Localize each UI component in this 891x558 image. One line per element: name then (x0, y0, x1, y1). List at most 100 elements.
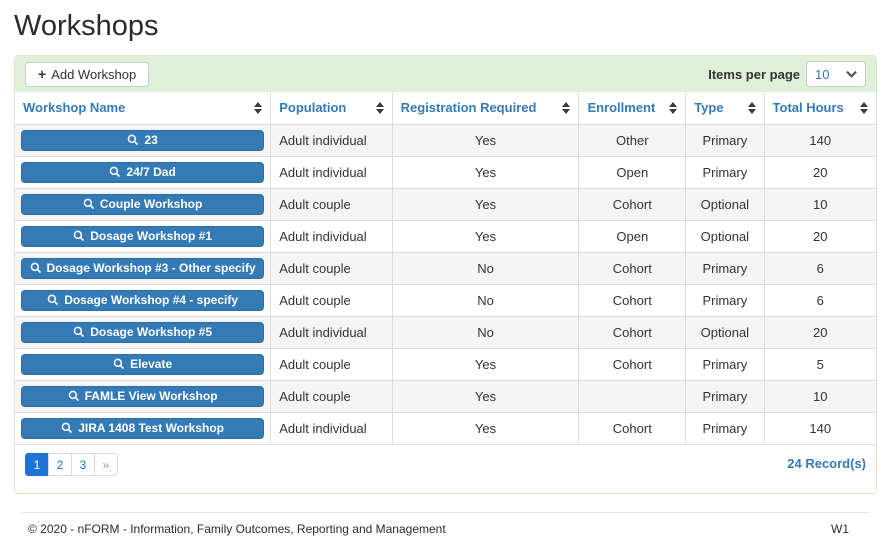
workshops-page: Workshops + Add Workshop Items per page … (14, 10, 877, 536)
version-label: W1 (831, 522, 849, 536)
registration-required-cell: No (391, 251, 579, 284)
population-cell: Adult individual (270, 155, 393, 188)
record-count: 24 Record(s) (787, 456, 866, 471)
table-row: Dosage Workshop #3 - Other specify Adult… (15, 251, 876, 284)
column-header[interactable]: Population (270, 92, 393, 125)
enrollment-cell: Cohort (578, 187, 686, 220)
table-row: Couple Workshop Adult couple Yes Cohort … (15, 187, 876, 220)
sort-icon (860, 101, 868, 114)
column-header[interactable]: Workshop Name (15, 92, 271, 125)
population-cell: Adult couple (270, 347, 393, 380)
add-workshop-button[interactable]: + Add Workshop (25, 61, 150, 87)
workshop-name-button-label: FAMLE View Workshop (84, 389, 218, 403)
page-title: Workshops (14, 10, 159, 42)
workshop-name-button-label: Dosage Workshop #4 - specify (64, 293, 239, 307)
workshop-name-button[interactable]: Dosage Workshop #5 (21, 321, 265, 343)
column-header[interactable]: Enrollment (578, 92, 686, 125)
type-cell: Primary (685, 347, 765, 380)
workshop-name-button-label: 24/7 Dad (126, 165, 176, 179)
column-header[interactable]: Total Hours (763, 92, 876, 125)
enrollment-cell: Cohort (578, 251, 686, 284)
type-cell: Optional (685, 187, 765, 220)
table-footer: 1 2 3» 24 Record(s) (15, 444, 876, 493)
sort-icon (669, 101, 678, 114)
magnifier-icon (61, 422, 73, 434)
plus-icon: + (38, 66, 47, 82)
magnifier-icon (47, 294, 59, 306)
pagination-page[interactable]: 1 (25, 453, 49, 476)
registration-required-cell: Yes (391, 187, 579, 220)
total-hours-cell: 10 (763, 379, 876, 412)
type-cell: Optional (685, 315, 765, 348)
magnifier-icon (83, 198, 94, 210)
table-row: Dosage Workshop #1 Adult individual Yes … (15, 219, 876, 252)
table-header-row: Workshop Name Population Registration Re… (15, 92, 876, 125)
magnifier-icon (110, 166, 121, 178)
workshop-name-button-label: Dosage Workshop #3 - Other specify (46, 261, 256, 275)
registration-required-cell: No (391, 283, 579, 316)
table-row: 23 Adult individual Yes Other Primary 14… (15, 123, 876, 156)
total-hours-cell: 10 (763, 187, 876, 220)
magnifier-icon (68, 390, 79, 402)
workshop-name-button[interactable]: Couple Workshop (21, 193, 265, 215)
toolbar: + Add Workshop Items per page 10 (15, 56, 876, 92)
footer-divider (21, 512, 870, 513)
type-cell: Primary (685, 155, 765, 188)
type-cell: Primary (685, 283, 765, 316)
workshop-name-button[interactable]: 24/7 Dad (21, 161, 265, 183)
registration-required-cell: Yes (391, 411, 579, 444)
enrollment-cell (578, 379, 686, 412)
column-label: Population (279, 100, 347, 116)
column-label: Workshop Name (23, 100, 126, 116)
workshop-name-button[interactable]: Dosage Workshop #1 (21, 225, 265, 247)
add-workshop-label: Add Workshop (51, 66, 137, 82)
copyright-text: © 2020 - nFORM - Information, Family Out… (28, 522, 446, 536)
items-per-page-select[interactable]: 10 (806, 61, 866, 87)
magnifier-icon (113, 358, 125, 370)
page-footer: © 2020 - nFORM - Information, Family Out… (14, 512, 877, 536)
total-hours-cell: 5 (763, 347, 876, 380)
enrollment-cell: Cohort (578, 411, 686, 444)
table-row: JIRA 1408 Test Workshop Adult individual… (15, 411, 876, 444)
type-cell: Primary (685, 251, 765, 284)
type-cell: Primary (685, 123, 765, 156)
registration-required-cell: No (391, 315, 579, 348)
workshop-name-button[interactable]: Dosage Workshop #4 - specify (21, 289, 265, 311)
pagination-next[interactable]: » (94, 453, 118, 476)
magnifier-icon (128, 134, 139, 146)
population-cell: Adult individual (270, 315, 393, 348)
workshop-name-button[interactable]: 23 (21, 129, 265, 151)
enrollment-cell: Other (578, 123, 686, 156)
population-cell: Adult couple (270, 251, 393, 284)
registration-required-cell: Yes (391, 219, 579, 252)
column-label: Enrollment (587, 100, 656, 116)
table-row: 24/7 Dad Adult individual Yes Open Prima… (15, 155, 876, 188)
workshop-name-button[interactable]: Dosage Workshop #3 - Other specify (21, 257, 265, 279)
table-row: Elevate Adult couple Yes Cohort Primary … (15, 347, 876, 380)
pagination-page[interactable]: 2 (48, 453, 72, 476)
column-header[interactable]: Type (685, 92, 765, 125)
workshop-name-button[interactable]: Elevate (21, 353, 265, 375)
sort-icon (375, 101, 384, 114)
workshop-name-button[interactable]: JIRA 1408 Test Workshop (21, 417, 265, 439)
sort-icon (254, 101, 263, 114)
column-header[interactable]: Registration Required (391, 92, 579, 125)
population-cell: Adult couple (270, 283, 393, 316)
population-cell: Adult individual (270, 123, 393, 156)
workshop-name-button-label: Elevate (130, 357, 173, 371)
population-cell: Adult couple (270, 187, 393, 220)
sort-icon (747, 101, 756, 114)
workshop-name-button-label: Dosage Workshop #1 (90, 229, 213, 243)
sort-icon (562, 101, 571, 114)
workshop-name-button[interactable]: FAMLE View Workshop (21, 385, 265, 407)
total-hours-cell: 140 (763, 411, 876, 444)
registration-required-cell: Yes (391, 379, 579, 412)
pagination: 1 2 3» (25, 453, 118, 476)
workshops-table: Workshop Name Population Registration Re… (15, 92, 876, 444)
total-hours-cell: 140 (763, 123, 876, 156)
total-hours-cell: 20 (763, 155, 876, 188)
registration-required-cell: Yes (391, 123, 579, 156)
table-row: FAMLE View Workshop Adult couple Yes Pri… (15, 379, 876, 412)
pagination-page[interactable]: 3 (71, 453, 95, 476)
type-cell: Primary (685, 411, 765, 444)
